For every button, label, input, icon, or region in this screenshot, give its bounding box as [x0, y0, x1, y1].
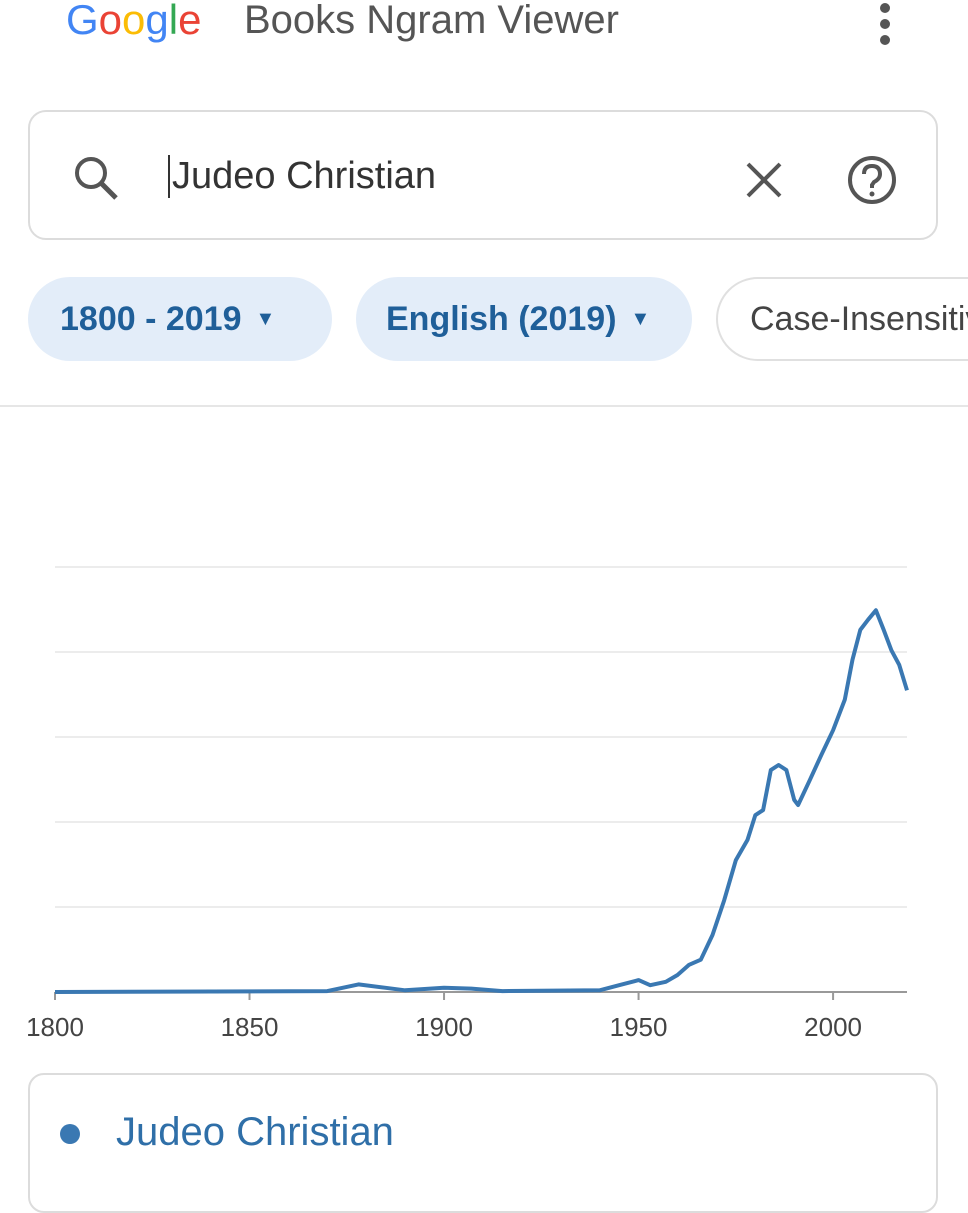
search-query[interactable]: Judeo Christian: [168, 155, 436, 198]
x-tick-label: 1800: [26, 1012, 84, 1042]
case-chip[interactable]: Case-Insensitive: [716, 277, 968, 361]
chip-label: Case-Insensitive: [750, 299, 968, 338]
legend-label[interactable]: Judeo Christian: [116, 1110, 394, 1154]
search-box[interactable]: [28, 110, 938, 240]
legend-dot: [60, 1124, 80, 1144]
chip-label: English (2019): [386, 299, 617, 338]
dropdown-arrow: ▼: [630, 307, 651, 330]
x-tick-label: 2000: [804, 1012, 862, 1042]
chip-label: 1800 - 2019: [60, 299, 242, 338]
dropdown-arrow: ▼: [255, 307, 276, 330]
x-tick-label: 1950: [610, 1012, 668, 1042]
menu-icon[interactable]: [870, 0, 900, 50]
search-icon: [75, 157, 118, 200]
help-icon[interactable]: [846, 154, 898, 206]
divider: [0, 405, 968, 407]
google-logo[interactable]: Google: [66, 0, 202, 43]
app-title: Books Ngram Viewer: [244, 0, 619, 42]
clear-icon[interactable]: [742, 158, 786, 202]
date-range-chip[interactable]: 1800 - 2019 ▼: [28, 277, 332, 361]
x-tick-label: 1850: [221, 1012, 279, 1042]
corpus-chip[interactable]: English (2019) ▼: [356, 277, 692, 361]
series-line: [54, 608, 909, 994]
x-tick-label: 1900: [415, 1012, 473, 1042]
